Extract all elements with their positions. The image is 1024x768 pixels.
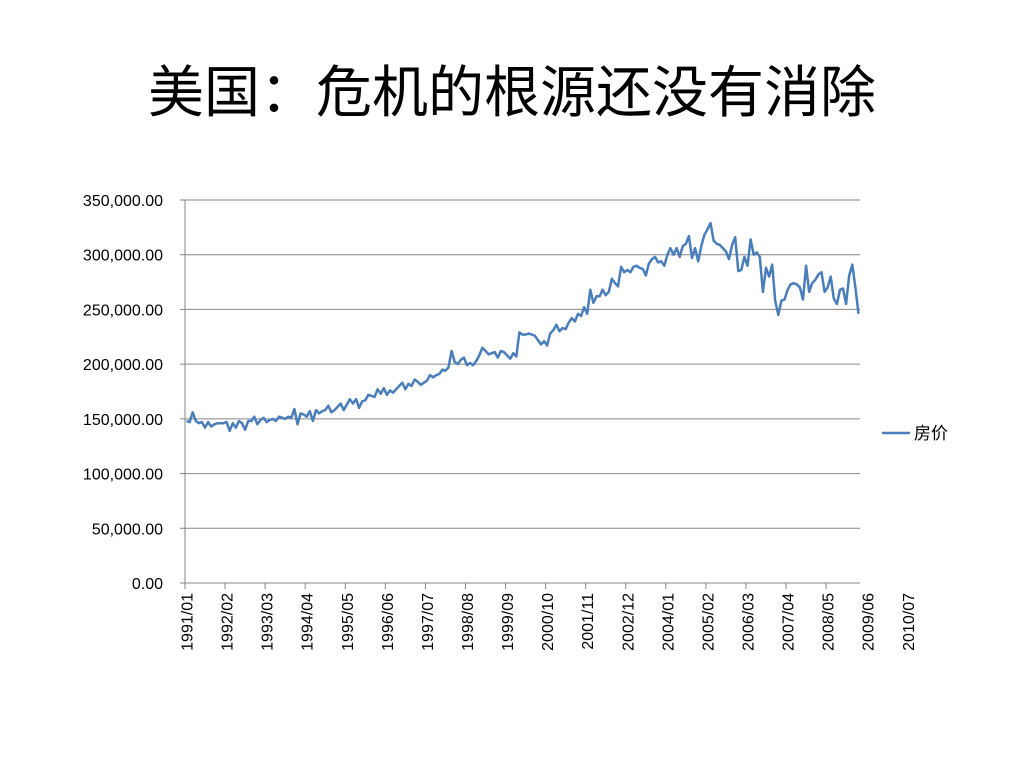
- series-layer: [186, 221, 860, 433]
- y-axis-ticks: 0.00 50,000.00 100,000.00 150,000.00 200,000…: [83, 193, 185, 593]
- y-tick-label: 300,000.00: [83, 248, 163, 265]
- legend-label: 房价: [914, 424, 948, 444]
- slide-title: 美国：危机的根源还没有消除: [148, 61, 876, 126]
- x-tick-label: 1996/06: [380, 593, 397, 651]
- x-tick-label: 1993/03: [260, 593, 277, 651]
- y-tick-label: 0.00: [132, 576, 163, 593]
- x-tick-label: 2004/01: [660, 593, 677, 651]
- y-tick-label: 150,000.00: [83, 412, 163, 429]
- x-tick-label: 1991/01: [180, 593, 197, 651]
- x-tick-label: 2009/06: [861, 593, 878, 651]
- x-tick-label: 2001/11: [580, 593, 597, 650]
- legend: 房价: [882, 424, 948, 444]
- grid-lines: [185, 199, 860, 529]
- x-tick-label: 2000/10: [540, 593, 557, 651]
- x-tick-label: 1994/04: [300, 593, 317, 651]
- series-line-house-price: [186, 221, 860, 433]
- x-tick-label: 1992/02: [220, 593, 237, 651]
- x-tick-label: 1998/08: [460, 593, 477, 651]
- x-tick-label: 2007/04: [781, 593, 798, 651]
- x-tick-label: 1999/09: [500, 593, 517, 651]
- x-tick-label: 2005/02: [700, 593, 717, 651]
- chart-axes: [184, 200, 860, 584]
- x-tick-label: 2010/07: [901, 593, 918, 651]
- x-axis-ticks: 1991/01 1992/02 1993/03 1994/04 1995/05 1996/…: [180, 583, 918, 651]
- y-tick-label: 200,000.00: [83, 357, 163, 374]
- x-tick-label: 1995/05: [340, 593, 357, 651]
- x-tick-label: 2002/12: [620, 593, 637, 651]
- y-tick-label: 50,000.00: [92, 521, 163, 538]
- x-tick-label: 2006/03: [741, 593, 758, 651]
- y-tick-label: 350,000.00: [83, 193, 163, 210]
- x-tick-label: 2008/05: [821, 593, 838, 651]
- y-tick-label: 100,000.00: [83, 467, 163, 484]
- y-tick-label: 250,000.00: [83, 302, 163, 319]
- x-tick-label: 1997/07: [420, 593, 437, 651]
